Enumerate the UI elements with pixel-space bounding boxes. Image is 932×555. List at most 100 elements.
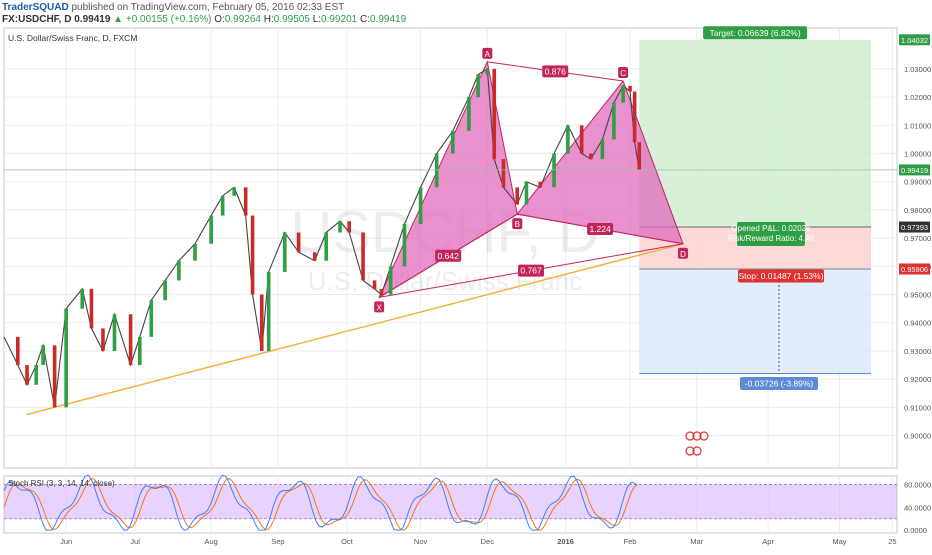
pattern-point-badge [374, 301, 385, 313]
price-badge-bg [899, 263, 930, 275]
x-tick-label: Apr [762, 537, 774, 546]
lower-zone [639, 268, 871, 374]
candle [137, 336, 142, 366]
close-value: 0.99419 [369, 14, 407, 25]
price-series [3, 67, 642, 408]
event-marker-icon [692, 431, 702, 441]
candle [538, 181, 543, 188]
candle [434, 153, 439, 188]
ratio-badge [587, 222, 614, 235]
x-tick-label: Dec [481, 537, 495, 546]
y-tick-label: 0.95000 [904, 291, 931, 300]
candle [552, 153, 556, 188]
price-badge: 1.04032 [901, 36, 928, 45]
pattern-point-label: X [376, 303, 382, 312]
pattern-point-label: A [485, 50, 491, 59]
open-value: 0.99264 [224, 14, 261, 25]
symbol-line: FX:USDCHF, D 0.99419 ▲ +0.00155 (+0.16%)… [2, 14, 406, 25]
pattern-point-b: B [512, 218, 523, 230]
x-tick-label: Feb [624, 537, 637, 546]
candle [89, 288, 94, 329]
candle [163, 280, 167, 301]
candle [232, 187, 236, 196]
candle [34, 365, 39, 385]
candle [492, 68, 497, 160]
candle [485, 68, 490, 75]
candle [193, 243, 197, 261]
x-tick-label: Aug [204, 537, 217, 546]
ratio-badge [542, 65, 569, 78]
candle [243, 187, 248, 216]
y-tick-label: 1.00000 [904, 150, 931, 159]
candle [579, 125, 584, 154]
y-tick-label: 0.90000 [904, 432, 931, 441]
candle [338, 221, 342, 233]
price-badge: 0.97393 [901, 223, 928, 232]
x-tick-label: Oct [341, 537, 354, 546]
candle [312, 252, 317, 261]
x-tick-label: Jun [60, 537, 72, 546]
candle [589, 153, 593, 160]
y-tick-label: 0.94000 [904, 319, 931, 328]
pattern-point-badge [618, 67, 629, 79]
y-tick-label: 0.99000 [904, 178, 931, 187]
rsi-tick-label: 80.0000 [904, 481, 931, 490]
candle [16, 336, 20, 366]
rsi-tick-label: 40.0000 [904, 503, 931, 512]
x-tick-label: Nov [414, 537, 428, 546]
candle [600, 139, 605, 160]
candle [621, 85, 625, 103]
x-tick-label: 2016 [557, 537, 574, 546]
ratio-label: 0.642 [438, 251, 460, 261]
close-label: C: [359, 14, 370, 25]
event-marker-icon [685, 446, 695, 456]
y-tick-label: 0.97000 [904, 234, 931, 243]
symbol-label[interactable]: FX:USDCHF, D [2, 14, 72, 25]
y-tick-label: 0.93000 [904, 347, 931, 356]
candle [101, 328, 105, 351]
chart-title: U.S. Dollar/Swiss Franc, D, FXCM [8, 33, 137, 43]
price-badge-bg [899, 221, 930, 233]
candle [80, 288, 85, 309]
x-tick-label: Jul [130, 537, 140, 546]
candle [324, 232, 329, 261]
y-tick-label: 0.98000 [904, 206, 931, 215]
candle [632, 91, 637, 143]
x-tick-label: Sep [271, 537, 284, 546]
candle [467, 97, 471, 131]
ratio-badge [435, 249, 462, 262]
x-tick-label: Mar [690, 537, 703, 546]
rsi-k-line [3, 474, 638, 531]
target-label: Target: 0.06639 (6.82%) [710, 28, 801, 38]
candle [628, 85, 632, 92]
ratio-badge [518, 264, 545, 277]
pattern-point-label: C [620, 69, 626, 78]
candle [112, 314, 117, 351]
ratio-label: 1.224 [589, 224, 611, 234]
price-axis: 0.90000 0.91000 0.92000 0.93000 0.94000 0.950… [899, 34, 931, 441]
y-tick-label: 0.91000 [904, 403, 931, 412]
candle [476, 74, 480, 98]
candle [566, 125, 570, 154]
pattern-point-badge [677, 247, 688, 259]
candle [149, 300, 154, 337]
candle [259, 294, 264, 351]
author-link[interactable]: TraderSQUAD [2, 2, 69, 13]
last-price: 0.99419 [74, 14, 111, 25]
y-tick-label: 0.92000 [904, 375, 931, 384]
candle [379, 288, 384, 295]
rsi-tick-label: 0.0000 [904, 526, 927, 535]
candle [388, 266, 393, 295]
time-axis: Jun Jul Aug Sep Oct Nov Dec 2016 Feb Mar Apr May 25 [60, 537, 896, 546]
stop-label: Stop: 0.01487 (1.53%) [738, 271, 823, 281]
candle [266, 271, 271, 351]
y-tick-label: 1.02000 [904, 93, 931, 102]
candle [501, 159, 506, 188]
candle [418, 187, 423, 225]
range-label: -0.03726 (-3.89%) [745, 379, 814, 389]
rr-label: Risk/Reward Ratio: 4.46 [728, 234, 815, 243]
candle [220, 195, 225, 216]
rsi-title: Stoch RSI (3, 3, 14, 14, close) [8, 479, 115, 488]
